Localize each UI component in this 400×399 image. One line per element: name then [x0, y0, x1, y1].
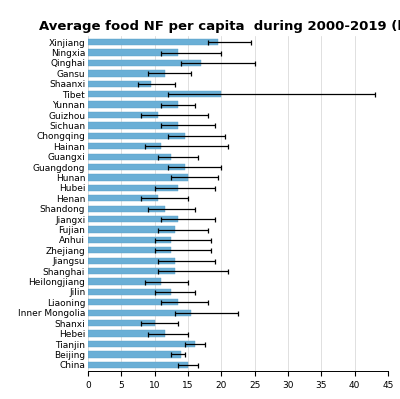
Bar	[88, 237, 171, 243]
Bar	[88, 185, 178, 191]
Bar	[88, 205, 165, 212]
Bar	[88, 268, 175, 274]
Bar	[88, 60, 201, 66]
Bar	[88, 289, 171, 295]
Bar	[88, 122, 178, 128]
Bar	[88, 112, 158, 118]
Bar	[88, 247, 171, 253]
Bar	[88, 279, 161, 284]
Title: Average food NF per capita  during 2000-2019 (kg N): Average food NF per capita during 2000-2…	[39, 20, 400, 34]
Bar	[88, 226, 175, 233]
Bar	[88, 70, 165, 77]
Bar	[88, 39, 218, 45]
Bar	[88, 320, 155, 326]
Bar	[88, 143, 161, 149]
Bar	[88, 101, 178, 108]
Bar	[88, 362, 188, 368]
Bar	[88, 216, 178, 222]
Bar	[88, 310, 191, 316]
Bar	[88, 330, 165, 337]
Bar	[88, 258, 175, 264]
Bar	[88, 164, 185, 170]
Bar	[88, 299, 178, 306]
Bar	[88, 49, 178, 56]
Bar	[88, 341, 195, 347]
Bar	[88, 133, 185, 139]
Bar	[88, 154, 171, 160]
Bar	[88, 351, 181, 358]
Bar	[88, 195, 158, 201]
Bar	[88, 81, 151, 87]
Bar	[88, 174, 188, 181]
Bar	[88, 91, 221, 97]
